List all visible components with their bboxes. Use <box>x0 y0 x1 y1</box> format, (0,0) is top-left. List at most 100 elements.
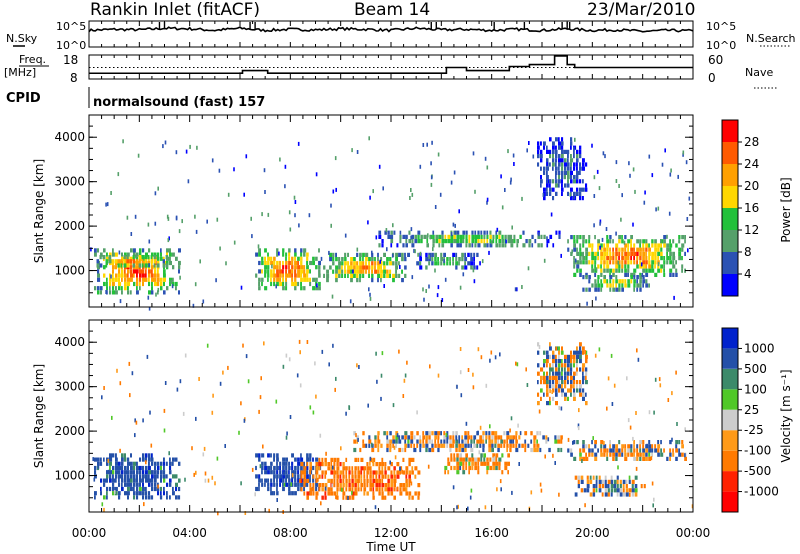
velocity-cell <box>151 453 153 458</box>
velocity-cell <box>461 439 464 444</box>
power-cell <box>588 243 591 248</box>
velocity-cell <box>175 474 178 479</box>
power-cell <box>648 154 651 159</box>
power-cell <box>219 246 221 251</box>
velocity-cell <box>297 461 301 466</box>
power-cell <box>264 190 266 194</box>
velocity-cell <box>330 470 334 475</box>
power-cell <box>151 277 155 282</box>
velocity-cell <box>603 441 605 445</box>
velocity-cell <box>291 478 294 483</box>
power-cell <box>641 273 644 277</box>
power-cell <box>461 265 464 270</box>
power-cell <box>605 227 608 231</box>
power-range-tick-label: 4000 <box>54 130 85 144</box>
power-cell <box>288 269 292 274</box>
velocity-cell <box>285 457 288 462</box>
velocity-cell <box>396 462 400 467</box>
velocity-colorbar-swatch <box>722 409 738 431</box>
velocity-cell <box>555 384 558 389</box>
velocity-cell <box>518 462 520 466</box>
power-cell <box>498 243 501 248</box>
power-cell <box>537 145 540 150</box>
velocity-cell <box>480 461 484 466</box>
power-cell <box>279 265 281 270</box>
power-cell <box>516 287 518 292</box>
power-cell <box>387 234 391 239</box>
power-cell <box>341 257 344 262</box>
velocity-cell <box>642 444 645 449</box>
velocity-cell <box>273 465 276 471</box>
velocity-cell <box>427 464 430 469</box>
power-cell <box>350 257 353 262</box>
velocity-cell <box>362 431 365 436</box>
velocity-cell <box>136 470 139 475</box>
power-range-tick-label: 3000 <box>54 175 85 189</box>
velocity-cell <box>648 444 652 449</box>
power-cell <box>624 264 627 269</box>
velocity-cell <box>678 448 680 453</box>
power-cell <box>288 265 290 270</box>
velocity-cell <box>507 461 510 466</box>
velocity-cell <box>545 439 548 444</box>
power-cell <box>623 240 626 245</box>
velocity-cell <box>360 487 363 492</box>
power-cell <box>597 275 600 280</box>
velocity-cell <box>564 375 567 380</box>
velocity-cell <box>106 470 109 475</box>
power-cell <box>318 260 321 266</box>
power-cell <box>419 265 423 270</box>
power-cell <box>282 269 284 274</box>
velocity-cell <box>399 466 401 471</box>
power-cell <box>600 247 603 252</box>
power-cell <box>675 260 677 265</box>
power-cell <box>603 268 606 273</box>
velocity-cell <box>354 470 357 475</box>
velocity-cell <box>267 470 270 475</box>
velocity-cell <box>546 401 550 406</box>
power-cell <box>522 243 526 248</box>
velocity-cell <box>306 491 310 496</box>
power-cell <box>555 175 557 180</box>
cpid-panel: CPID normalsound (fast) 157 <box>6 87 265 110</box>
power-cell <box>405 234 408 239</box>
velocity-cell <box>564 354 567 359</box>
velocity-cell <box>552 388 555 393</box>
velocity-cell <box>151 461 154 466</box>
velocity-cell <box>336 483 339 488</box>
velocity-cell <box>607 479 611 484</box>
power-cell <box>432 239 435 244</box>
velocity-cell <box>582 380 585 385</box>
velocity-cell <box>595 475 598 480</box>
velocity-cell <box>425 431 429 436</box>
power-cell <box>624 251 628 256</box>
time-tick-label: 04:00 <box>172 526 207 540</box>
power-cell <box>546 161 548 166</box>
power-cell <box>141 259 144 264</box>
velocity-cell <box>570 448 573 453</box>
velocity-cell <box>405 470 408 475</box>
velocity-cell <box>459 453 462 458</box>
velocity-cell <box>387 487 391 492</box>
power-cell <box>489 230 492 235</box>
power-cell <box>353 269 357 274</box>
noise-right-tick-bottom: 10^0 <box>706 39 736 52</box>
velocity-cell <box>408 491 412 496</box>
velocity-cell <box>142 495 145 500</box>
power-cell <box>598 186 601 191</box>
power-cell <box>633 275 636 280</box>
power-cell <box>167 238 170 243</box>
velocity-colorbar-swatch <box>722 450 738 472</box>
power-cell <box>127 252 130 257</box>
velocity-cell <box>363 466 366 471</box>
power-cell <box>633 260 636 265</box>
power-cell <box>627 260 630 265</box>
velocity-cell <box>371 442 373 447</box>
power-cell <box>417 239 421 244</box>
velocity-cell <box>592 492 596 497</box>
velocity-cell <box>533 447 537 453</box>
velocity-cell <box>606 452 609 457</box>
power-cell <box>411 192 414 197</box>
power-cell <box>540 158 543 163</box>
power-cell <box>160 281 163 287</box>
